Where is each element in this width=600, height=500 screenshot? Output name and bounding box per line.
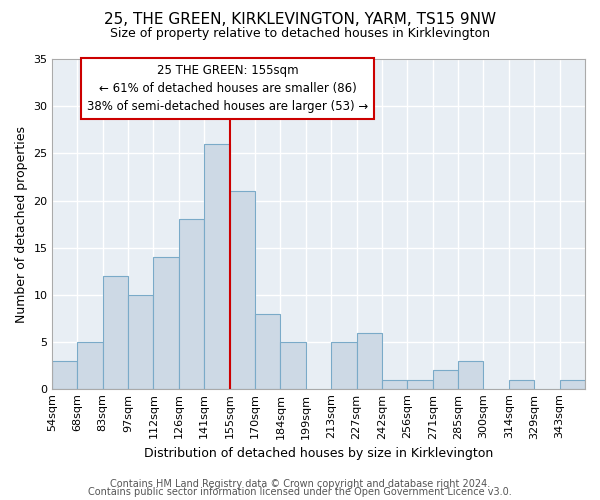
Text: Contains public sector information licensed under the Open Government Licence v3: Contains public sector information licen… — [88, 487, 512, 497]
Text: 25, THE GREEN, KIRKLEVINGTON, YARM, TS15 9NW: 25, THE GREEN, KIRKLEVINGTON, YARM, TS15… — [104, 12, 496, 28]
Y-axis label: Number of detached properties: Number of detached properties — [15, 126, 28, 322]
Bar — [560, 380, 585, 390]
Bar — [509, 380, 534, 390]
Bar — [154, 257, 179, 390]
Bar — [103, 276, 128, 390]
Bar — [128, 295, 154, 390]
Text: Contains HM Land Registry data © Crown copyright and database right 2024.: Contains HM Land Registry data © Crown c… — [110, 479, 490, 489]
Bar — [280, 342, 306, 390]
Text: 25 THE GREEN: 155sqm
← 61% of detached houses are smaller (86)
38% of semi-detac: 25 THE GREEN: 155sqm ← 61% of detached h… — [87, 64, 368, 113]
Bar — [204, 144, 230, 390]
Bar — [230, 191, 255, 390]
Text: Size of property relative to detached houses in Kirklevington: Size of property relative to detached ho… — [110, 28, 490, 40]
Bar — [433, 370, 458, 390]
Bar — [77, 342, 103, 390]
Bar — [179, 220, 204, 390]
Bar — [458, 361, 484, 390]
Bar — [356, 332, 382, 390]
X-axis label: Distribution of detached houses by size in Kirklevington: Distribution of detached houses by size … — [144, 447, 493, 460]
Bar — [255, 314, 280, 390]
Bar — [407, 380, 433, 390]
Bar — [382, 380, 407, 390]
Bar — [331, 342, 356, 390]
Bar — [52, 361, 77, 390]
